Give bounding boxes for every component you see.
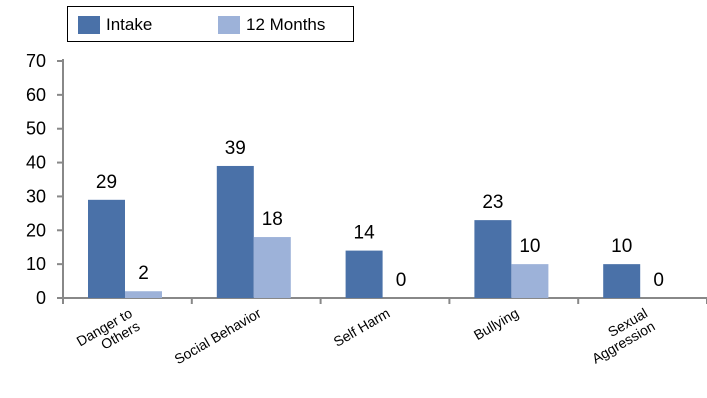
bar-12-months (125, 291, 162, 298)
data-label: 18 (262, 209, 283, 230)
legend: Intake 12 Months (67, 6, 354, 42)
y-tick-label: 70 (26, 51, 46, 71)
y-tick-label: 20 (26, 220, 46, 240)
data-label: 39 (225, 138, 246, 159)
legend-swatch-12-months (218, 16, 240, 34)
y-tick-label: 40 (26, 153, 46, 173)
bar-12-months (511, 264, 549, 298)
x-tick-label: Self Harm (331, 305, 393, 350)
legend-swatch-intake (78, 16, 100, 34)
x-tick-label: Social Behavior (171, 305, 264, 368)
data-label: 14 (354, 223, 376, 244)
legend-label-12-months: 12 Months (246, 15, 326, 34)
bar-intake (216, 165, 254, 298)
y-tick-label: 0 (36, 288, 46, 308)
data-label: 0 (653, 270, 664, 291)
y-tick-label: 10 (26, 254, 46, 274)
data-label: 10 (519, 236, 540, 257)
y-tick-label: 30 (26, 186, 46, 206)
data-label: 23 (482, 192, 503, 213)
bar-intake (345, 250, 383, 298)
data-label: 10 (611, 236, 632, 257)
y-tick-label: 50 (26, 119, 46, 139)
chart-bars (88, 165, 641, 298)
bar-12-months (253, 237, 291, 298)
bar-intake (474, 220, 512, 298)
x-tick-label: SexualAggression (581, 305, 657, 367)
data-label: 0 (396, 270, 407, 291)
data-label: 2 (138, 263, 149, 284)
chart-data-labels: 29 2 39 18 14 0 23 10 10 0 (96, 138, 664, 291)
x-tick-label: Danger toOthers (74, 305, 143, 363)
bar-intake (88, 199, 125, 298)
x-axis-tick-labels: Danger toOthers Social Behavior Self Harm B… (74, 305, 658, 368)
legend-item-12-months: 12 Months (218, 15, 326, 34)
legend-label-intake: Intake (106, 15, 153, 34)
bar-intake (603, 264, 641, 298)
data-label: 29 (96, 172, 117, 193)
x-tick-label: Bullying (471, 305, 521, 343)
y-tick-label: 60 (26, 85, 46, 105)
legend-item-intake: Intake (78, 15, 153, 34)
